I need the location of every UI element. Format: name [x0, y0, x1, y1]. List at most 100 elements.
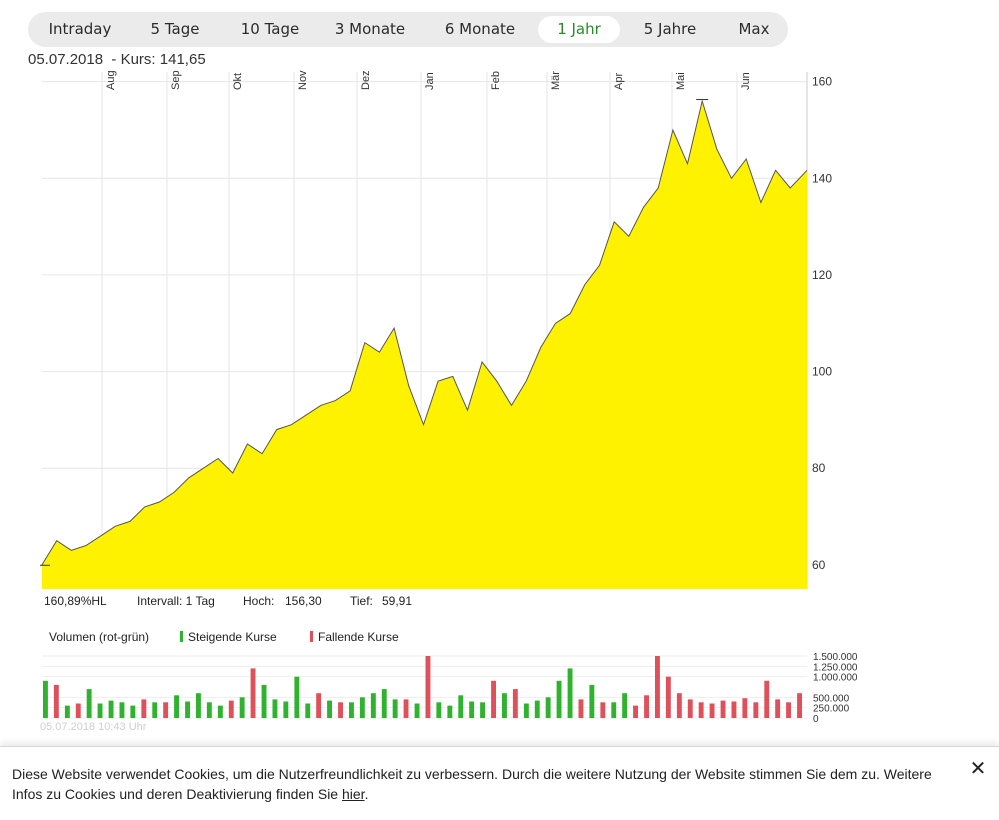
volume-bar-falling: [764, 680, 770, 718]
month-label: Mär: [550, 71, 562, 90]
volume-bar-rising: [43, 680, 48, 718]
cookie-info-link[interactable]: hier: [341, 786, 365, 802]
y-tick-label: 120: [812, 268, 832, 282]
volume-bar-falling: [709, 703, 715, 718]
volume-bar-rising: [349, 702, 354, 718]
volume-bar-rising: [545, 697, 551, 718]
tab-1-jahr[interactable]: 1 Jahr: [538, 16, 620, 43]
volume-bar-falling: [742, 698, 748, 718]
volume-bar-falling: [141, 699, 147, 718]
volume-bar-rising: [556, 680, 562, 718]
volume-bar-rising: [534, 700, 540, 718]
low-label: Tief:: [350, 594, 373, 608]
legend-falling-label: Fallende Kurse: [318, 630, 399, 644]
month-label: Jun: [740, 72, 752, 90]
cookie-end: .: [364, 786, 369, 802]
high-label: Hoch:: [243, 594, 275, 608]
price-area: [40, 99, 808, 589]
month-axis: Aug Sep Okt Nov Dez Jan Feb Mär Apr Mai Jun: [105, 70, 752, 90]
tab-5-tage[interactable]: 5 Tage: [150, 20, 200, 38]
month-label: Dez: [360, 70, 372, 90]
volume-bar-falling: [425, 656, 431, 718]
volume-bar-rising: [261, 684, 267, 718]
volume-bar-falling: [753, 702, 759, 718]
volume-bar-rising: [283, 701, 289, 718]
volume-bar-rising: [108, 700, 114, 718]
legend-rising: Steigende Kurse: [180, 630, 277, 644]
month-label: Mai: [675, 72, 687, 90]
interval-label: Intervall: 1 Tag: [137, 594, 215, 608]
tab-intraday[interactable]: Intraday: [48, 20, 112, 38]
volume-tick-label: 500.000: [813, 693, 850, 704]
price-y-axis: 60 80 100 120 140 160: [812, 75, 832, 572]
volume-bar-falling: [731, 701, 737, 718]
rising-swatch-icon: [180, 631, 183, 642]
y-tick-label: 160: [812, 75, 832, 89]
falling-swatch-icon: [310, 631, 313, 642]
price-chart[interactable]: 60 80 100 120 140 160 Aug Sep Okt Nov Dez Jan Feb Mä…: [0, 64, 999, 594]
tab-10-tage[interactable]: 10 Tage: [240, 20, 300, 38]
volume-bar-falling: [665, 676, 671, 718]
tab-6-monate[interactable]: 6 Monate: [444, 20, 516, 38]
volume-bar-falling: [338, 702, 343, 718]
volume-bar-rising: [359, 697, 365, 718]
month-label: Aug: [105, 70, 117, 90]
volume-bar-rising: [502, 693, 507, 718]
volume-bar-rising: [370, 693, 376, 718]
quote-date: 05.07.2018: [28, 51, 104, 68]
range-tabs: Intraday 5 Tage 10 Tage 3 Monate 6 Monat…: [28, 12, 788, 47]
low-value: 59,91: [382, 594, 413, 608]
cookie-message: Diese Website verwendet Cookies, um die …: [12, 766, 932, 802]
volume-bar-rising: [185, 701, 190, 718]
tab-3-monate[interactable]: 3 Monate: [334, 20, 406, 38]
volume-bar-falling: [797, 693, 802, 718]
volume-tick-label: 1.000.000: [813, 673, 858, 684]
volume-bar-rising: [523, 703, 529, 718]
volume-bar-rising: [392, 699, 398, 718]
volume-bar-falling: [578, 699, 584, 718]
volume-bar-falling: [687, 699, 693, 718]
volume-bars: [43, 656, 802, 718]
volume-bar-falling: [75, 703, 81, 718]
volume-bar-rising: [119, 702, 125, 718]
volume-tick-label: 250.000: [813, 704, 850, 715]
month-label: Okt: [232, 73, 244, 90]
y-tick-label: 60: [812, 558, 826, 572]
quote-label: - Kurs:: [111, 51, 156, 68]
volume-bar-rising: [206, 702, 212, 718]
volume-bar-rising: [196, 693, 201, 718]
volume-bar-rising: [447, 705, 453, 718]
volume-bar-rising: [327, 700, 332, 718]
month-label: Nov: [297, 70, 309, 90]
volume-bar-rising: [567, 668, 573, 718]
month-label: Jan: [424, 72, 436, 90]
volume-bar-rising: [217, 705, 223, 718]
volume-bar-falling: [600, 702, 606, 718]
volume-bar-falling: [644, 695, 649, 718]
volume-bar-rising: [589, 684, 595, 718]
volume-tick-label: 0: [813, 714, 819, 723]
y-tick-label: 140: [812, 171, 832, 185]
tab-5-jahre[interactable]: 5 Jahre: [643, 20, 697, 38]
volume-bar-rising: [458, 695, 464, 718]
price-area-fill: [42, 101, 807, 589]
quote-line: 05.07.2018 - Kurs: 141,65: [28, 51, 206, 68]
volume-bar-rising: [294, 676, 300, 718]
volume-tick-label: 1.500.000: [813, 652, 858, 663]
volume-bar-rising: [469, 701, 475, 718]
volume-bar-rising: [381, 689, 387, 718]
volume-bar-rising: [174, 695, 179, 718]
timestamp: 05.07.2018 10:43 Uhr: [40, 721, 147, 733]
volume-bar-rising: [305, 703, 311, 718]
volume-bar-rising: [86, 689, 92, 718]
volume-bar-falling: [316, 693, 322, 718]
volume-bar-rising: [152, 702, 158, 718]
close-icon[interactable]: ✕: [969, 756, 987, 780]
tab-max[interactable]: Max: [738, 20, 770, 38]
quote-value: 141,65: [159, 51, 206, 68]
volume-bar-falling: [786, 702, 791, 718]
change-value: 160,89%HL: [44, 594, 107, 608]
volume-bar-falling: [403, 699, 409, 718]
